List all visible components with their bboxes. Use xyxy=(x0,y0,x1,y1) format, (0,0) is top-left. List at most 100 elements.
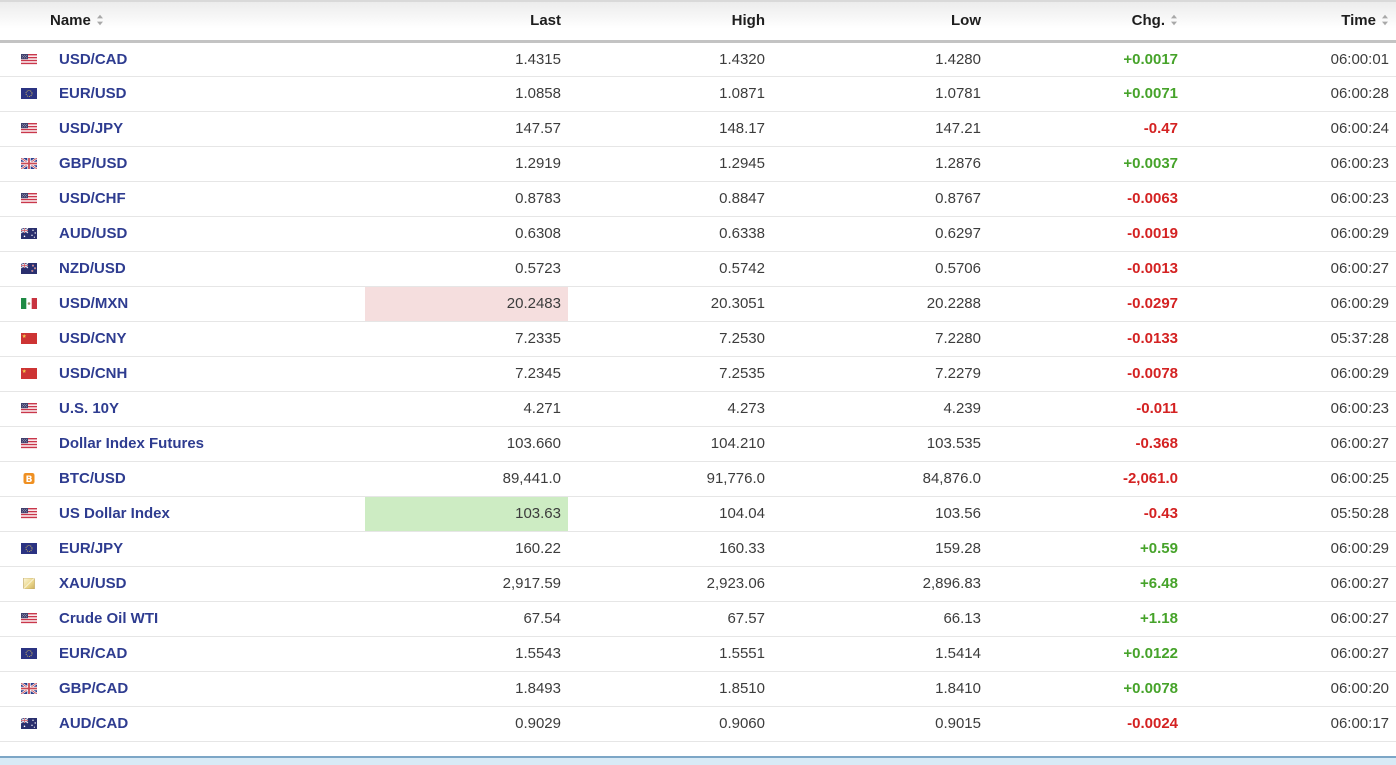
last-cell: 7.2335 xyxy=(365,321,568,357)
column-header-last: Last xyxy=(365,1,568,43)
table-row: XAU/USD 2,917.59 2,923.06 2,896.83 +6.48 06:0… xyxy=(0,566,1396,602)
uk-flag-icon xyxy=(21,683,37,694)
us-flag-icon xyxy=(21,123,37,134)
chg-cell: -0.368 xyxy=(988,426,1185,462)
svg-text:B: B xyxy=(26,475,33,484)
instrument-link[interactable]: USD/CHF xyxy=(59,190,126,207)
instrument-link[interactable]: U.S. 10Y xyxy=(59,400,120,417)
instrument-link[interactable]: EUR/CAD xyxy=(59,645,128,662)
column-header-chg[interactable]: Chg. xyxy=(988,1,1185,43)
last-cell: 103.660 xyxy=(365,426,568,462)
instrument-link[interactable]: BTC/USD xyxy=(59,470,126,487)
table-row: AUD/USD 0.6308 0.6338 0.6297 -0.0019 06:00:29 xyxy=(0,216,1396,252)
instrument-link[interactable]: USD/JPY xyxy=(59,120,124,137)
us-flag-icon xyxy=(21,403,37,414)
time-cell: 06:00:20 xyxy=(1185,671,1396,707)
us-flag-icon xyxy=(21,613,37,624)
last-cell: 103.63 xyxy=(365,496,568,532)
instrument-link[interactable]: EUR/USD xyxy=(59,85,127,102)
table-row: B BTC/USD 89,441.0 91,776.0 84,876.0 -2,061.0… xyxy=(0,461,1396,497)
instrument-link[interactable]: USD/CNH xyxy=(59,365,128,382)
name-cell: AUD/CAD xyxy=(0,706,365,742)
last-cell: 2,917.59 xyxy=(365,566,568,602)
instrument-link[interactable]: GBP/USD xyxy=(59,155,128,172)
name-cell: USD/CHF xyxy=(0,181,365,217)
high-cell: 160.33 xyxy=(568,531,772,567)
chg-cell: -0.0019 xyxy=(988,216,1185,252)
instrument-link[interactable]: USD/CAD xyxy=(59,50,128,68)
eu-flag-icon xyxy=(21,88,37,99)
instrument-link[interactable]: USD/MXN xyxy=(59,295,129,312)
instrument-link[interactable]: EUR/JPY xyxy=(59,540,124,557)
time-cell: 06:00:29 xyxy=(1185,286,1396,322)
time-cell: 06:00:29 xyxy=(1185,356,1396,392)
eu-flag-icon xyxy=(21,648,37,659)
column-header-name[interactable]: Name xyxy=(0,1,365,43)
sort-icon[interactable] xyxy=(1381,13,1389,30)
last-cell: 67.54 xyxy=(365,601,568,637)
instrument-link[interactable]: XAU/USD xyxy=(59,575,127,592)
chg-cell: -0.0024 xyxy=(988,706,1185,742)
table-row: NZD/USD 0.5723 0.5742 0.5706 -0.0013 06:00:27 xyxy=(0,251,1396,287)
name-cell: AUD/USD xyxy=(0,216,365,252)
name-cell: EUR/JPY xyxy=(0,531,365,567)
au-flag-icon xyxy=(21,718,37,729)
mx-flag-icon xyxy=(21,298,37,309)
column-header-high: High xyxy=(568,1,772,43)
instrument-link[interactable]: GBP/CAD xyxy=(59,680,129,697)
instrument-link[interactable]: AUD/USD xyxy=(59,225,128,242)
low-cell: 0.8767 xyxy=(772,181,988,217)
chg-cell: +0.0071 xyxy=(988,76,1185,112)
instrument-link[interactable]: US Dollar Index xyxy=(59,505,170,522)
instrument-link[interactable]: USD/CNY xyxy=(59,330,127,347)
high-cell: 104.04 xyxy=(568,496,772,532)
high-cell: 7.2535 xyxy=(568,356,772,392)
chg-cell: -0.0013 xyxy=(988,251,1185,287)
name-cell: GBP/CAD xyxy=(0,671,365,707)
time-cell: 06:00:24 xyxy=(1185,111,1396,147)
last-cell: 1.4315 xyxy=(365,41,568,77)
name-cell: USD/CNY xyxy=(0,321,365,357)
table-row: USD/CAD 1.4315 1.4320 1.4280 +0.0017 06:00:01 xyxy=(0,41,1396,77)
time-cell: 06:00:27 xyxy=(1185,636,1396,672)
us-flag-icon xyxy=(21,508,37,519)
instrument-link[interactable]: NZD/USD xyxy=(59,260,126,277)
chg-cell: +0.0017 xyxy=(988,41,1185,77)
name-cell: NZD/USD xyxy=(0,251,365,287)
sort-icon[interactable] xyxy=(1170,13,1178,30)
high-cell: 1.8510 xyxy=(568,671,772,707)
table-row: EUR/CAD 1.5543 1.5551 1.5414 +0.0122 06:00:27 xyxy=(0,636,1396,672)
table-row: GBP/USD 1.2919 1.2945 1.2876 +0.0037 06:00:23 xyxy=(0,146,1396,182)
table-row: USD/CHF 0.8783 0.8847 0.8767 -0.0063 06:00:23 xyxy=(0,181,1396,217)
sort-icon[interactable] xyxy=(96,13,104,30)
eu-flag-icon xyxy=(21,543,37,554)
high-cell: 91,776.0 xyxy=(568,461,772,497)
column-header-time[interactable]: Time xyxy=(1185,1,1396,43)
name-cell: EUR/USD xyxy=(0,76,365,112)
instrument-link[interactable]: AUD/CAD xyxy=(59,715,129,732)
gold-icon xyxy=(21,578,37,589)
table-row: GBP/CAD 1.8493 1.8510 1.8410 +0.0078 06:00:20 xyxy=(0,671,1396,707)
chg-cell: -0.0078 xyxy=(988,356,1185,392)
table-row: EUR/JPY 160.22 160.33 159.28 +0.59 06:00:29 xyxy=(0,531,1396,567)
time-cell: 06:00:29 xyxy=(1185,531,1396,567)
name-cell: EUR/CAD xyxy=(0,636,365,672)
table-row: AUD/CAD 0.9029 0.9060 0.9015 -0.0024 06:00:17 xyxy=(0,706,1396,742)
last-cell: 1.0858 xyxy=(365,76,568,112)
instrument-link[interactable]: Dollar Index Futures xyxy=(59,435,205,452)
low-cell: 7.2280 xyxy=(772,321,988,357)
high-cell: 1.0871 xyxy=(568,76,772,112)
time-cell: 06:00:27 xyxy=(1185,601,1396,637)
name-cell: XAU/USD xyxy=(0,566,365,602)
cn-flag-icon xyxy=(21,368,37,379)
last-cell: 0.5723 xyxy=(365,251,568,287)
us-flag-icon xyxy=(21,438,37,449)
low-cell: 1.4280 xyxy=(772,41,988,77)
chg-cell: +0.0037 xyxy=(988,146,1185,182)
low-cell: 147.21 xyxy=(772,111,988,147)
last-cell: 1.8493 xyxy=(365,671,568,707)
instrument-link[interactable]: Crude Oil WTI xyxy=(59,610,159,627)
table-row: USD/CNY 7.2335 7.2530 7.2280 -0.0133 05:37:28 xyxy=(0,321,1396,357)
table-row: US Dollar Index 103.63 104.04 103.56 -0.43 05… xyxy=(0,496,1396,532)
last-cell: 89,441.0 xyxy=(365,461,568,497)
